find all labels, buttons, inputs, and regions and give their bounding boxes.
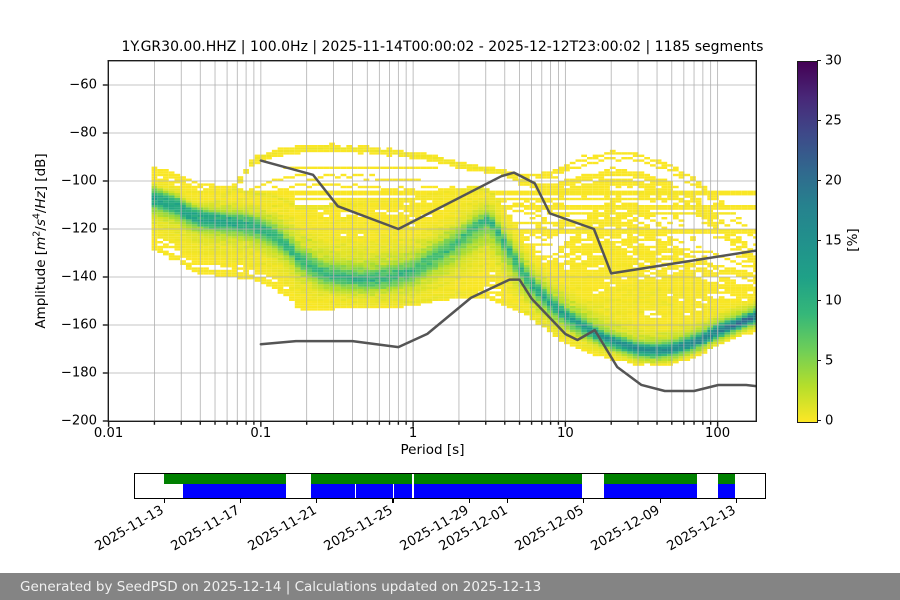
timeline-date-label: 2025-11-21 — [245, 503, 320, 555]
colorbar-tick-label: 30 — [825, 53, 842, 68]
y-tick-label: −100 — [60, 173, 97, 189]
timeline-date-label: 2025-11-13 — [92, 503, 167, 555]
timeline-tick — [468, 498, 470, 503]
timeline-blue-segment — [356, 483, 393, 499]
colorbar-tick — [816, 359, 822, 362]
x-tick-label: 10 — [556, 426, 574, 441]
timeline-blue-segment — [717, 483, 736, 499]
timeline-tick — [392, 498, 394, 503]
footer-text: Generated by SeedPSD on 2025-12-14 | Cal… — [20, 578, 542, 595]
timeline-tick — [163, 498, 165, 503]
timeline-green-segment — [310, 474, 412, 484]
colorbar-tick-label: 25 — [825, 113, 842, 128]
colorbar-tick-label: 15 — [825, 233, 842, 248]
colorbar-tick-label: 10 — [825, 293, 842, 308]
timeline-green-segment — [717, 474, 736, 484]
colorbar-label: [%] — [845, 228, 861, 252]
y-tick-label: −120 — [60, 221, 97, 237]
x-axis-label: Period [s] — [400, 442, 465, 458]
availability-timeline — [134, 473, 767, 500]
timeline-tick — [506, 498, 509, 503]
footer-bar: Generated by SeedPSD on 2025-12-14 | Cal… — [0, 573, 900, 600]
colorbar-gradient — [796, 60, 818, 423]
timeline-blue-segment — [413, 483, 583, 499]
colorbar-tick-label: 5 — [825, 353, 834, 368]
y-axis-label: Amplitude [m2/s4/Hz] [dB] — [31, 153, 49, 329]
y-tick-label: −180 — [60, 365, 97, 381]
y-tick-label: −200 — [60, 413, 97, 429]
timeline-green-segment — [413, 474, 583, 484]
timeline-date-label: 2025-11-25 — [321, 503, 396, 555]
timeline-tick — [316, 498, 318, 503]
timeline-tick — [659, 498, 661, 503]
timeline-blue-segment — [310, 483, 355, 499]
colorbar-tick — [816, 419, 822, 422]
colorbar-tick — [816, 299, 822, 302]
colorbar-tick — [816, 119, 822, 122]
timeline-green-segment — [163, 474, 287, 484]
y-tick-label: −80 — [69, 125, 97, 141]
x-tick-label: 0.1 — [250, 426, 272, 441]
timeline-blue-segment — [182, 483, 287, 499]
timeline-date-label: 2025-12-09 — [588, 503, 663, 555]
timeline-date-label: 2025-11-17 — [169, 503, 243, 555]
ppsd-heatmap-canvas — [98, 50, 770, 432]
y-tick-label: −60 — [69, 77, 97, 93]
x-tick-label: 100 — [705, 426, 731, 441]
colorbar-tick — [816, 179, 822, 182]
colorbar-tick-label: 0 — [825, 413, 834, 428]
timeline-green-segment — [604, 474, 698, 484]
timeline-date-label: 2025-12-05 — [512, 503, 587, 555]
timeline-blue-segment — [394, 483, 412, 499]
y-tick-label: −160 — [60, 317, 97, 333]
colorbar-tick-label: 20 — [825, 173, 842, 188]
timeline-blue-segment — [604, 483, 698, 499]
timeline-tick — [583, 498, 585, 503]
x-tick-label: 0.01 — [93, 426, 124, 441]
colorbar-tick — [816, 59, 822, 62]
y-tick-label: −140 — [60, 269, 97, 285]
timeline-date-label: 2025-12-13 — [665, 503, 739, 555]
x-tick-label: 1 — [408, 426, 418, 441]
timeline-tick — [735, 498, 738, 503]
colorbar-tick — [816, 239, 822, 242]
timeline-tick — [239, 498, 242, 503]
